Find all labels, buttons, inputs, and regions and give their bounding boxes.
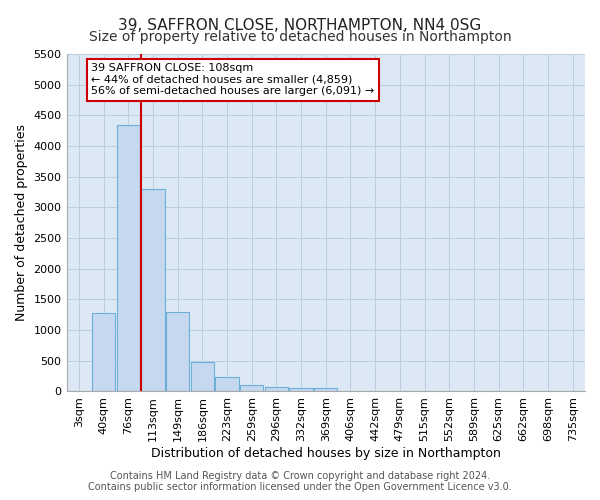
Bar — [314, 388, 337, 392]
Bar — [92, 313, 115, 392]
Bar — [240, 386, 263, 392]
Bar — [116, 124, 140, 392]
Bar — [265, 387, 288, 392]
Text: 39 SAFFRON CLOSE: 108sqm
← 44% of detached houses are smaller (4,859)
56% of sem: 39 SAFFRON CLOSE: 108sqm ← 44% of detach… — [91, 63, 374, 96]
Y-axis label: Number of detached properties: Number of detached properties — [15, 124, 28, 321]
X-axis label: Distribution of detached houses by size in Northampton: Distribution of detached houses by size … — [151, 447, 501, 460]
Text: 39, SAFFRON CLOSE, NORTHAMPTON, NN4 0SG: 39, SAFFRON CLOSE, NORTHAMPTON, NN4 0SG — [118, 18, 482, 32]
Text: Size of property relative to detached houses in Northampton: Size of property relative to detached ho… — [89, 30, 511, 44]
Bar — [166, 312, 190, 392]
Bar — [289, 388, 313, 392]
Bar — [191, 362, 214, 392]
Bar — [141, 189, 164, 392]
Bar — [215, 376, 239, 392]
Text: Contains HM Land Registry data © Crown copyright and database right 2024.
Contai: Contains HM Land Registry data © Crown c… — [88, 471, 512, 492]
